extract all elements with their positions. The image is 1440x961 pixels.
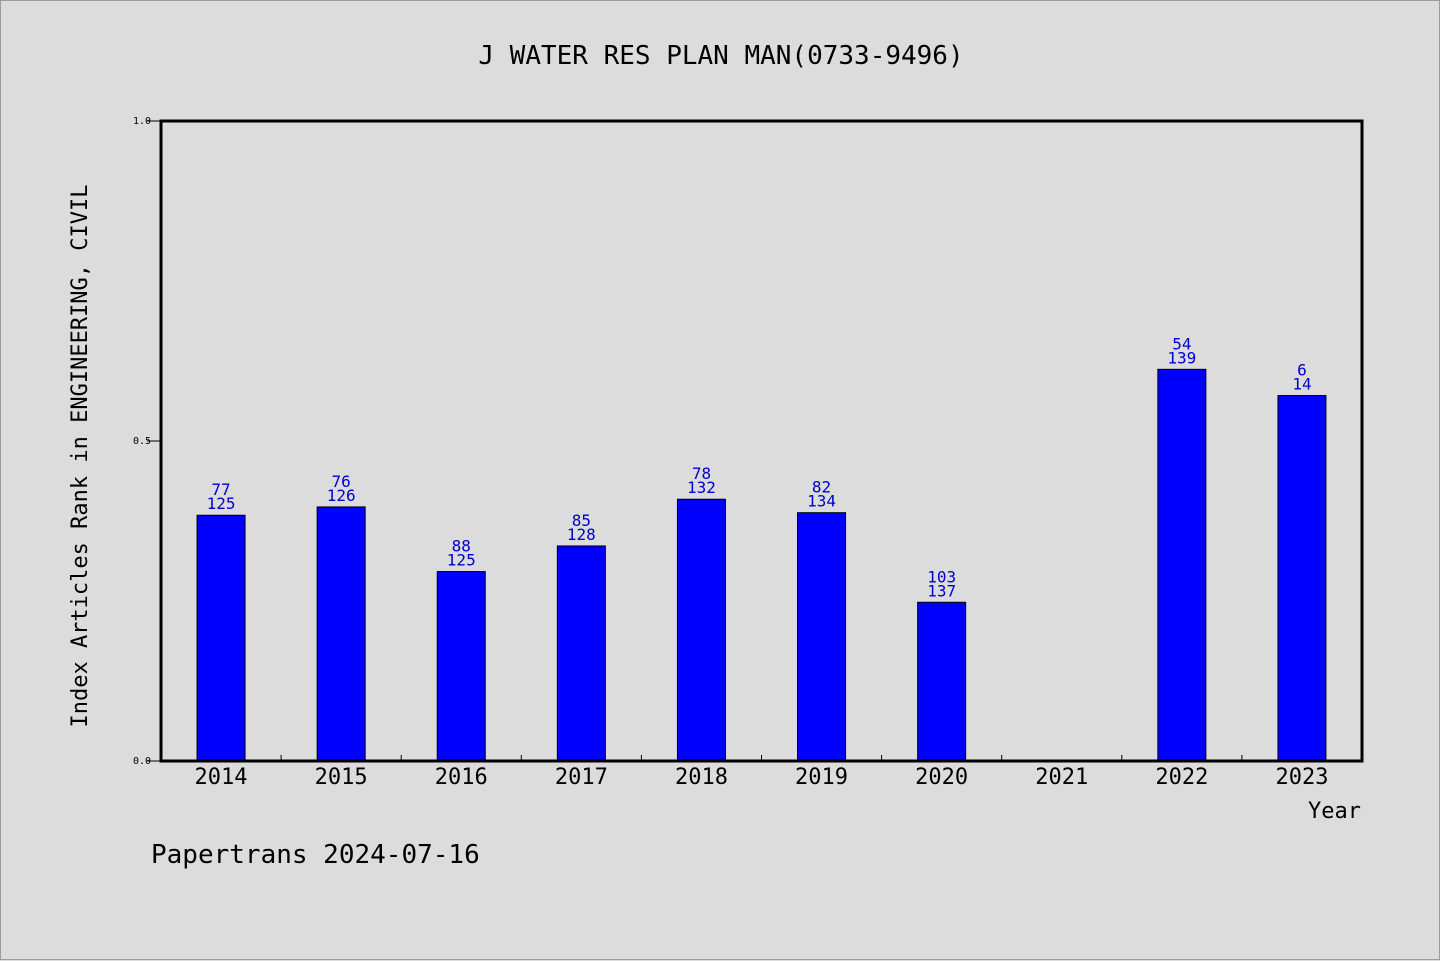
bar-total-label: 128 bbox=[567, 525, 596, 544]
bar-rank-label: 77 bbox=[211, 480, 230, 499]
x-tick-label: 2018 bbox=[675, 765, 728, 790]
bar-rank-label: 78 bbox=[692, 464, 711, 483]
x-tick-label: 2021 bbox=[1035, 765, 1088, 790]
bar-total-label: 126 bbox=[327, 486, 356, 505]
bar-total-label: 137 bbox=[927, 581, 956, 600]
x-tick-label: 2016 bbox=[435, 765, 488, 790]
bar-2022 bbox=[1157, 368, 1207, 762]
y-tick-label: 0.0 bbox=[133, 756, 151, 767]
bar-2020 bbox=[917, 601, 967, 762]
bar-2016 bbox=[436, 571, 486, 762]
bar-total-label: 139 bbox=[1167, 348, 1196, 367]
bar-rank-label: 76 bbox=[332, 472, 351, 491]
bar-2017 bbox=[556, 545, 606, 762]
bar-total-label: 14 bbox=[1292, 375, 1311, 394]
bar-rank-label: 85 bbox=[572, 511, 591, 530]
y-axis-label: Index Articles Rank in ENGINEERING, CIVI… bbox=[68, 184, 93, 727]
x-tick-label: 2020 bbox=[915, 765, 968, 790]
y-axis-ticks: 0.0 0.5 1.0 bbox=[133, 116, 161, 767]
bar-2018 bbox=[676, 498, 726, 762]
bar-total-label: 125 bbox=[207, 494, 236, 513]
bar-total-label: 134 bbox=[807, 492, 836, 511]
plot-area-border bbox=[159, 119, 1364, 763]
bar-rank-label: 88 bbox=[452, 537, 471, 556]
x-tick-label: 2019 bbox=[795, 765, 848, 790]
x-tick-label: 2023 bbox=[1275, 765, 1328, 790]
bar-2014 bbox=[196, 514, 246, 762]
bar-total-label: 132 bbox=[687, 478, 716, 497]
y-tick-label: 1.0 bbox=[133, 116, 151, 127]
x-tick-label: 2022 bbox=[1155, 765, 1208, 790]
bar-rank-label: 103 bbox=[927, 567, 956, 586]
x-tick-label: 2017 bbox=[555, 765, 608, 790]
bar-rank-label: 6 bbox=[1297, 361, 1307, 380]
bar-rank-label: 54 bbox=[1172, 334, 1191, 353]
x-axis-label: Year bbox=[1308, 799, 1361, 824]
x-tick-label: 2015 bbox=[315, 765, 368, 790]
bars bbox=[196, 368, 1327, 762]
x-tick-label: 2014 bbox=[195, 765, 248, 790]
bar-2015 bbox=[316, 506, 366, 762]
bar-rank-label: 82 bbox=[812, 478, 831, 497]
bar-total-label: 125 bbox=[447, 551, 476, 570]
footer-credit: Papertrans 2024-07-16 bbox=[151, 840, 480, 870]
bar-2023 bbox=[1277, 395, 1327, 762]
x-axis-ticks: 2014 2015 2016 2017 2018 2019 2020 2021 2022 2023 bbox=[195, 755, 1328, 790]
chart-title: J WATER RES PLAN MAN(0733-9496) bbox=[478, 41, 963, 71]
y-tick-label: 0.5 bbox=[133, 436, 151, 447]
bar-2019 bbox=[797, 512, 847, 762]
